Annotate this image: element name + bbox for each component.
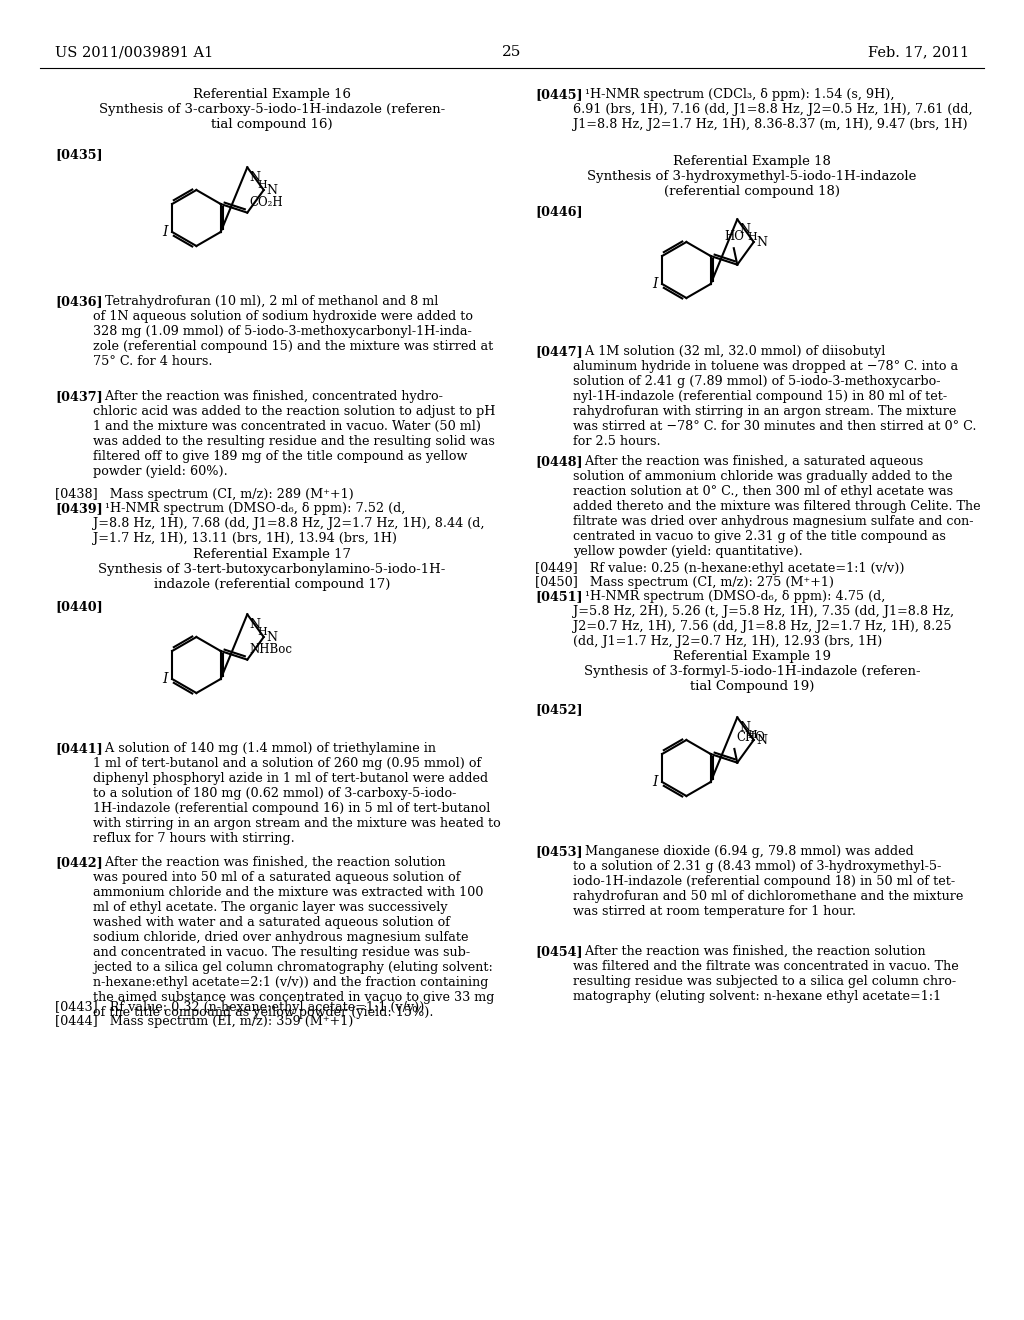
Text: [0452]: [0452] [535,704,583,715]
Text: [0445]: [0445] [535,88,583,102]
Text: N: N [249,172,260,185]
Text: [0450]   Mass spectrum (CI, m/z): 275 (M⁺+1): [0450] Mass spectrum (CI, m/z): 275 (M⁺+… [535,576,834,589]
Text: [0448]: [0448] [535,455,583,469]
Text: ¹H-NMR spectrum (CDCl₃, δ ppm): 1.54 (s, 9H),
6.91 (brs, 1H), 7.16 (dd, J1=8.8 H: ¹H-NMR spectrum (CDCl₃, δ ppm): 1.54 (s,… [573,88,973,131]
Text: N: N [266,183,278,197]
Text: I: I [163,672,168,686]
Text: CHO: CHO [736,731,765,744]
Text: US 2011/0039891 A1: US 2011/0039891 A1 [55,45,213,59]
Text: [0451]: [0451] [535,590,583,603]
Text: [0453]: [0453] [535,845,583,858]
Text: H: H [257,181,267,190]
Text: [0440]: [0440] [55,601,102,612]
Text: A solution of 140 mg (1.4 mmol) of triethylamine in
1 ml of tert-butanol and a s: A solution of 140 mg (1.4 mmol) of triet… [93,742,501,845]
Text: N: N [266,631,278,644]
Text: [0442]: [0442] [55,855,102,869]
Text: [0439]: [0439] [55,502,102,515]
Text: Synthesis of 3-tert-butoxycarbonylamino-5-iodo-1H-
indazole (referential compoun: Synthesis of 3-tert-butoxycarbonylamino-… [98,564,445,591]
Text: N: N [249,618,260,631]
Text: [0438]   Mass spectrum (CI, m/z): 289 (M⁺+1): [0438] Mass spectrum (CI, m/z): 289 (M⁺+… [55,488,353,502]
Text: [0441]: [0441] [55,742,102,755]
Text: H: H [748,232,757,243]
Text: Synthesis of 3-carboxy-5-iodo-1H-indazole (referen-
tial compound 16): Synthesis of 3-carboxy-5-iodo-1H-indazol… [99,103,445,131]
Text: [0449]   Rf value: 0.25 (n-hexane:ethyl acetate=1:1 (v/v)): [0449] Rf value: 0.25 (n-hexane:ethyl ac… [535,562,904,576]
Text: Tetrahydrofuran (10 ml), 2 ml of methanol and 8 ml
of 1N aqueous solution of sod: Tetrahydrofuran (10 ml), 2 ml of methano… [93,294,494,368]
Text: I: I [652,775,658,789]
Text: Referential Example 16: Referential Example 16 [193,88,351,102]
Text: Manganese dioxide (6.94 g, 79.8 mmol) was added
to a solution of 2.31 g (8.43 mm: Manganese dioxide (6.94 g, 79.8 mmol) wa… [573,845,964,917]
Text: [0435]: [0435] [55,148,102,161]
Text: Referential Example 18: Referential Example 18 [673,154,830,168]
Text: After the reaction was finished, concentrated hydro-
chloric acid was added to t: After the reaction was finished, concent… [93,389,496,478]
Text: ¹H-NMR spectrum (DMSO-d₆, δ ppm): 4.75 (d,
J=5.8 Hz, 2H), 5.26 (t, J=5.8 Hz, 1H): ¹H-NMR spectrum (DMSO-d₆, δ ppm): 4.75 (… [573,590,954,648]
Text: [0447]: [0447] [535,345,583,358]
Text: After the reaction was finished, the reaction solution
was filtered and the filt: After the reaction was finished, the rea… [573,945,958,1003]
Text: Referential Example 17: Referential Example 17 [193,548,351,561]
Text: I: I [652,277,658,290]
Text: HO: HO [724,230,743,243]
Text: N: N [739,223,751,236]
Text: N: N [757,235,768,248]
Text: N: N [739,721,751,734]
Text: [0437]: [0437] [55,389,102,403]
Text: I: I [163,224,168,239]
Text: 25: 25 [503,45,521,59]
Text: After the reaction was finished, a saturated aqueous
solution of ammonium chlori: After the reaction was finished, a satur… [573,455,981,558]
Text: CO₂H: CO₂H [249,195,283,209]
Text: H: H [748,730,757,741]
Text: [0436]: [0436] [55,294,102,308]
Text: Referential Example 19: Referential Example 19 [673,649,831,663]
Text: NHBoc: NHBoc [249,643,292,656]
Text: Synthesis of 3-hydroxymethyl-5-iodo-1H-indazole
(referential compound 18): Synthesis of 3-hydroxymethyl-5-iodo-1H-i… [588,170,916,198]
Text: [0446]: [0446] [535,205,583,218]
Text: [0443]   Rf value: 0.32 (n-hexane:ethyl acetate=1:1 (v/v)): [0443] Rf value: 0.32 (n-hexane:ethyl ac… [55,1001,424,1014]
Text: [0444]   Mass spectrum (EI, m/z): 359 (M⁺+1): [0444] Mass spectrum (EI, m/z): 359 (M⁺+… [55,1015,353,1028]
Text: Feb. 17, 2011: Feb. 17, 2011 [868,45,969,59]
Text: After the reaction was finished, the reaction solution
was poured into 50 ml of : After the reaction was finished, the rea… [93,855,495,1019]
Text: ¹H-NMR spectrum (DMSO-d₆, δ ppm): 7.52 (d,
J=8.8 Hz, 1H), 7.68 (dd, J1=8.8 Hz, J: ¹H-NMR spectrum (DMSO-d₆, δ ppm): 7.52 (… [93,502,484,545]
Text: [0454]: [0454] [535,945,583,958]
Text: N: N [757,734,768,747]
Text: H: H [257,627,267,638]
Text: A 1M solution (32 ml, 32.0 mmol) of diisobutyl
aluminum hydride in toluene was d: A 1M solution (32 ml, 32.0 mmol) of diis… [573,345,977,447]
Text: Synthesis of 3-formyl-5-iodo-1H-indazole (referen-
tial Compound 19): Synthesis of 3-formyl-5-iodo-1H-indazole… [584,665,921,693]
